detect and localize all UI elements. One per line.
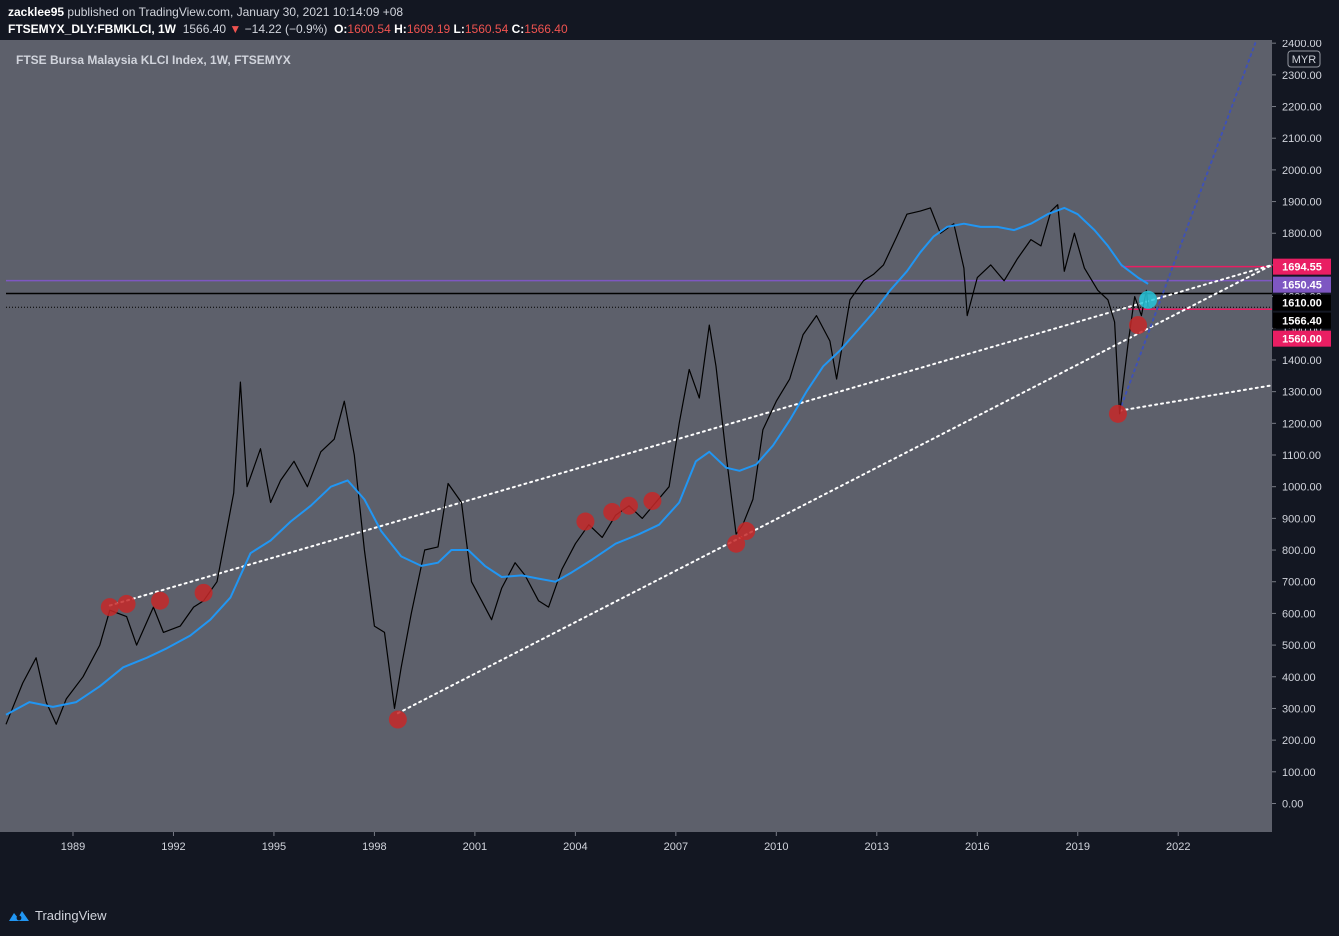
x-tick-label-11: 2022 [1166,841,1190,853]
low-value: 1560.54 [464,22,509,36]
chart-title: FTSE Bursa Malaysia KLCI Index, 1W, FTSE… [16,53,291,67]
down-arrow-icon: ▼ [229,22,242,36]
y-tick-label-16: 800.00 [1282,545,1316,557]
y-tick-label-13: 1100.00 [1282,450,1321,462]
y-tick-label-22: 200.00 [1282,735,1316,747]
brand[interactable]: TradingView [8,908,107,923]
marker-red-10 [737,522,756,541]
price-level-badge-1[interactable] [1273,276,1331,293]
price-level-label-3: 1566.40 [1282,316,1322,328]
y-tick-label-12: 1200.00 [1282,418,1322,430]
moving-average-line[interactable] [5,206,1149,716]
trend-line-1[interactable] [396,263,1273,715]
header: zacklee95 published on TradingView.com, … [0,0,1339,40]
price-level-label-4: 1560.00 [1282,334,1322,346]
y-tick-label-4: 2000.00 [1282,165,1322,177]
x-tick-label-9: 2016 [965,841,989,853]
x-tick-label-3: 1998 [362,841,386,853]
marker-red-0 [100,598,119,617]
price-level-label-0: 1694.55 [1282,262,1322,274]
last-price: 1566.40 [182,22,227,36]
price-level-label-1: 1650.45 [1282,280,1322,292]
x-tick-label-5: 2004 [563,841,587,853]
marker-red-12 [1129,316,1148,335]
y-tick-label-15: 900.00 [1282,513,1316,525]
x-tick-label-4: 2001 [463,841,487,853]
marker-red-3 [194,583,213,602]
time-axis-panel[interactable] [0,832,1339,896]
chart-background [0,40,1339,896]
price-level-label-2: 1610.00 [1282,298,1322,310]
y-tick-label-24: 0.00 [1282,798,1303,810]
plot-area [5,42,1273,729]
price-level-badge-2[interactable] [1273,294,1331,311]
price-level-labels: 1694.55 1650.45 1610.00 1566.40 1560.00 [1273,258,1331,347]
marker-red-6 [603,503,622,522]
y-tick-label-10: 1400.00 [1282,355,1322,367]
x-tick-label-8: 2013 [865,841,889,853]
footer: TradingView [0,896,1339,936]
price-level-badge-3[interactable] [1273,312,1331,329]
trend-line-2[interactable] [1118,384,1273,412]
low-label: L: [453,22,465,36]
y-tick-label-0: 2400.00 [1282,40,1322,50]
y-tick-label-6: 1800.00 [1282,228,1322,240]
ohlc-legend: FTSEMYX_DLY:FBMKLCI, 1W 1566.40 ▼ −14.22… [8,22,568,36]
brand-name: TradingView [35,908,107,923]
y-tick-label-2: 2200.00 [1282,102,1322,114]
y-tick-label-1: 2300.00 [1282,70,1322,82]
x-tick-label-7: 2010 [764,841,788,853]
price-level-badge-4[interactable] [1273,330,1331,347]
y-tick-label-23: 100.00 [1282,767,1316,779]
open-value: 1600.54 [347,22,391,36]
trend-line-3[interactable] [1118,42,1257,412]
price-change: −14.22 (−0.9%) [244,22,328,36]
y-tick-label-18: 600.00 [1282,608,1316,620]
currency-badge: MYR [1292,54,1317,66]
price-level-badge-0[interactable] [1273,258,1331,275]
symbol-name[interactable]: FTSEMYX_DLY:FBMKLCI, 1W [8,22,177,36]
marker-red-2 [151,591,170,610]
high-label: H: [394,22,407,36]
y-tick-label-14: 1000.00 [1282,482,1322,494]
publish-text: published on TradingView.com, January 30… [67,5,404,19]
close-value: 1566.40 [524,22,568,36]
author-name[interactable]: zacklee95 [8,5,65,19]
marker-cyan-13 [1139,290,1158,309]
y-tick-label-17: 700.00 [1282,577,1316,589]
tradingview-logo-icon [9,910,29,921]
currency-badge-box[interactable] [1287,50,1321,68]
x-tick-label-10: 2019 [1066,841,1090,853]
publish-info: zacklee95 published on TradingView.com, … [8,5,403,19]
y-tick-label-19: 500.00 [1282,640,1316,652]
price-axis-panel[interactable] [1272,40,1339,896]
marker-red-8 [643,491,662,510]
y-tick-label-21: 300.00 [1282,703,1316,715]
price-chart[interactable]: 2400.00 2300.00 2200.00 2100.00 2000.00 1900.… [0,38,1339,896]
x-tick-label-2: 1995 [262,841,286,853]
x-tick-label-1: 1992 [161,841,185,853]
marker-red-11 [1108,404,1127,423]
marker-red-1 [117,594,136,613]
y-tick-label-3: 2100.00 [1282,133,1322,145]
time-axis: 1989 1992 1995 1998 2001 2004 2007 2010 2013 2016… [61,832,1190,853]
x-tick-label-6: 2007 [664,841,688,853]
high-value: 1609.19 [406,22,451,36]
y-tick-label-5: 1900.00 [1282,197,1322,209]
marker-red-5 [576,512,595,531]
marker-red-9 [727,534,746,553]
close-label: C: [511,22,525,36]
chart-area[interactable]: 2400.00 2300.00 2200.00 2100.00 2000.00 1900.… [0,38,1339,896]
marker-red-4 [388,710,407,729]
trend-line-0[interactable] [108,263,1273,607]
open-label: O: [334,22,348,36]
marker-red-7 [619,496,638,515]
y-tick-label-11: 1300.00 [1282,387,1322,399]
y-tick-label-20: 400.00 [1282,672,1316,684]
x-tick-label-0: 1989 [61,841,85,853]
